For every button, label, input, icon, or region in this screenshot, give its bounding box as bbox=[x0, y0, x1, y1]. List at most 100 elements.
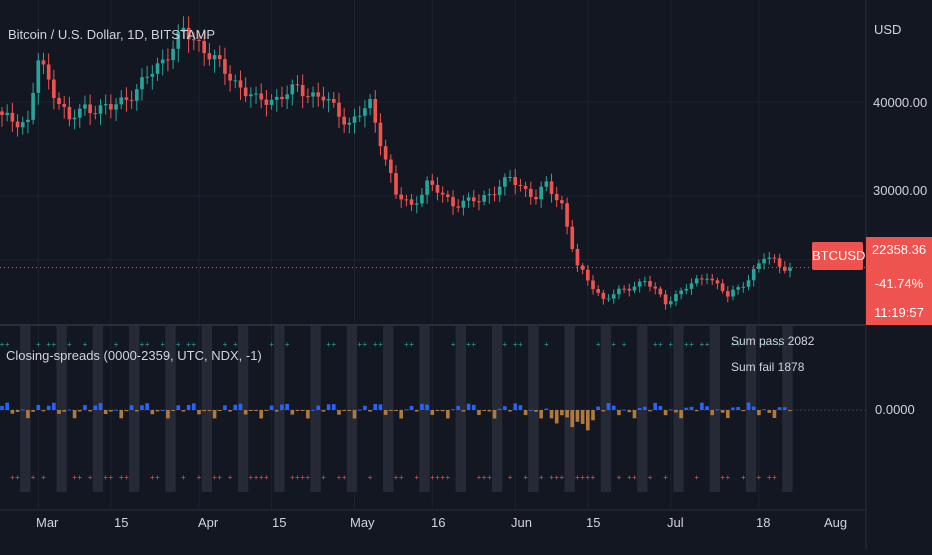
spread-bar bbox=[493, 410, 497, 418]
candle-body bbox=[275, 97, 279, 100]
spread-bar bbox=[125, 410, 129, 411]
candle-body bbox=[638, 282, 642, 287]
candle-body bbox=[119, 97, 123, 104]
candle-body bbox=[353, 116, 357, 122]
fail-marker: + bbox=[306, 473, 311, 482]
candle-body bbox=[166, 60, 170, 61]
spread-bar bbox=[669, 409, 673, 410]
spread-bar bbox=[436, 410, 440, 411]
spread-bar bbox=[591, 410, 595, 420]
spread-bar bbox=[78, 410, 82, 411]
pass-marker: + bbox=[471, 340, 476, 349]
spread-bar bbox=[482, 410, 486, 411]
weekend-shade bbox=[601, 326, 606, 492]
candle-body bbox=[586, 270, 590, 281]
candle-body bbox=[430, 180, 434, 184]
weekend-shade bbox=[492, 326, 497, 492]
spread-bar bbox=[280, 405, 284, 410]
pass-marker: + bbox=[363, 340, 368, 349]
spread-bar bbox=[550, 410, 554, 418]
fail-marker: + bbox=[155, 473, 160, 482]
pass-marker: + bbox=[409, 340, 414, 349]
symbol-title[interactable]: Bitcoin / U.S. Dollar, 1D, BITSTAMP bbox=[8, 27, 215, 42]
spread-bar bbox=[534, 410, 538, 412]
weekend-shade bbox=[347, 326, 352, 492]
spread-bar bbox=[451, 409, 455, 410]
spread-bar bbox=[83, 405, 87, 410]
candle-body bbox=[482, 195, 486, 202]
spread-bar bbox=[291, 410, 295, 415]
fail-marker: + bbox=[632, 473, 637, 482]
time-label-mar: Mar bbox=[36, 515, 58, 530]
spread-bar bbox=[176, 405, 180, 410]
spread-bar bbox=[368, 410, 372, 412]
candle-body bbox=[425, 180, 429, 194]
candle-body bbox=[36, 60, 40, 93]
spread-bar bbox=[228, 410, 232, 412]
spread-bar bbox=[524, 410, 528, 415]
candle-body bbox=[156, 63, 160, 74]
spread-bar bbox=[223, 405, 227, 410]
time-label-jul: Jul bbox=[667, 515, 684, 530]
spread-bar bbox=[690, 407, 694, 410]
candle-body bbox=[223, 59, 227, 74]
spread-bar bbox=[26, 410, 30, 418]
candle-body bbox=[239, 80, 243, 87]
spread-bar bbox=[31, 410, 35, 412]
candle-body bbox=[171, 49, 175, 60]
spread-bar bbox=[249, 410, 253, 411]
indicator-title[interactable]: Closing-spreads (0000-2359, UTC, NDX, -1… bbox=[6, 348, 262, 363]
spread-bar bbox=[612, 406, 616, 410]
spread-bar bbox=[316, 406, 320, 410]
spread-bar bbox=[716, 409, 720, 410]
price-label-40000: 40000.00 bbox=[873, 95, 927, 110]
fail-marker: + bbox=[41, 473, 46, 482]
candle-body bbox=[140, 77, 144, 89]
candle-body bbox=[700, 278, 704, 279]
spread-bar bbox=[73, 410, 77, 418]
spread-bar bbox=[405, 409, 409, 410]
candle-body bbox=[446, 195, 450, 198]
candle-body bbox=[441, 193, 445, 195]
spread-bar bbox=[119, 410, 123, 418]
candle-body bbox=[52, 80, 56, 98]
spread-bar bbox=[622, 410, 626, 411]
candle-body bbox=[114, 104, 118, 109]
spread-bar bbox=[399, 410, 403, 419]
ticker-badge[interactable]: BTCUSD bbox=[812, 242, 863, 270]
candle-body bbox=[752, 269, 756, 280]
spread-bar bbox=[182, 410, 186, 412]
candle-body bbox=[685, 289, 689, 291]
spread-bar bbox=[21, 409, 25, 410]
spread-bar bbox=[788, 410, 792, 411]
spread-bar bbox=[348, 410, 352, 411]
spread-bar bbox=[109, 410, 113, 412]
spread-bar bbox=[311, 410, 315, 411]
fail-marker: + bbox=[617, 473, 622, 482]
spread-bar bbox=[394, 410, 398, 411]
candle-body bbox=[410, 199, 414, 204]
spread-bar bbox=[68, 410, 72, 411]
spread-bar bbox=[467, 404, 471, 410]
candle-body bbox=[394, 173, 398, 194]
sum-pass-label: Sum pass 2082 bbox=[731, 334, 814, 348]
spread-bar bbox=[705, 406, 709, 410]
candle-body bbox=[648, 281, 652, 287]
chart-root[interactable]: + + + + + + + + + + + + + + + + + + + + + + + + + + + + + + + + + + + + + + + +… bbox=[0, 0, 932, 555]
candle-body bbox=[363, 108, 367, 116]
chart-canvas[interactable]: + ++ + ++++ + ++ +++ + +++ ++ ++ ++ +++ ++ + +++++ + + ++ +… bbox=[0, 0, 932, 550]
spread-bar bbox=[337, 410, 341, 415]
spread-bar bbox=[783, 407, 787, 410]
spread-bar bbox=[747, 403, 751, 410]
spread-bar bbox=[171, 410, 175, 411]
candle-body bbox=[493, 194, 497, 195]
weekend-shade bbox=[715, 326, 720, 492]
candle-body bbox=[436, 185, 440, 193]
spread-bar bbox=[695, 410, 699, 411]
candle-body bbox=[643, 281, 647, 282]
candle-body bbox=[259, 93, 263, 99]
candle-body bbox=[467, 197, 471, 200]
spread-bar bbox=[327, 404, 331, 410]
candle-body bbox=[529, 189, 533, 197]
candle-body bbox=[322, 97, 326, 101]
